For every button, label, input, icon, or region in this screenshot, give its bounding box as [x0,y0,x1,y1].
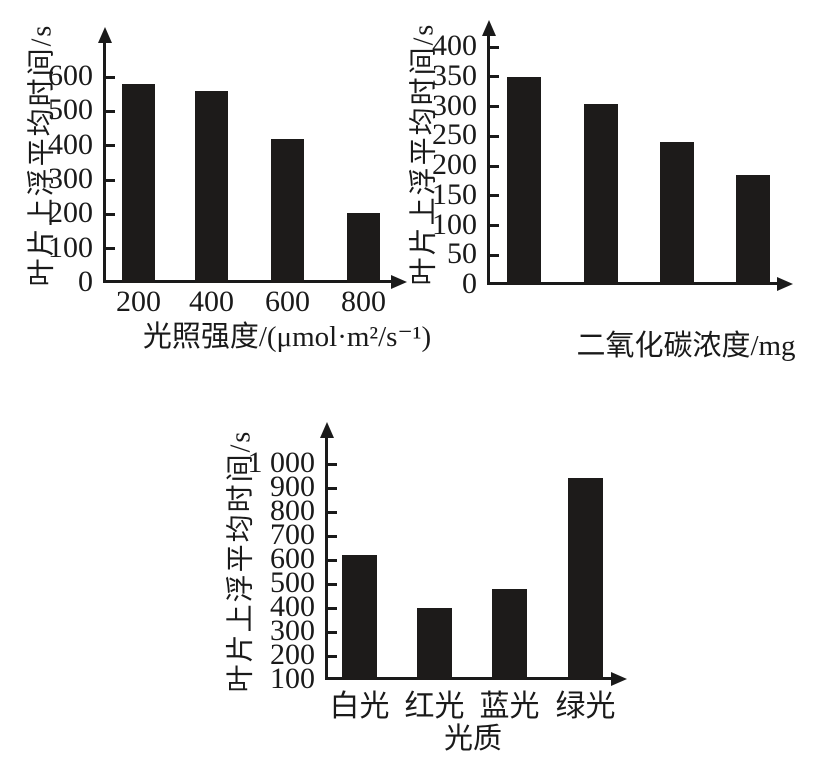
bar [492,588,527,680]
y-tick-mark [328,606,337,610]
y-tick-label: 100 [48,230,93,264]
y-tick-label: 900 [270,469,315,503]
y-tick-label: 800 [270,493,315,527]
bar [347,212,380,283]
y-tick-mark [106,247,115,251]
x-category-label: 绿光 [555,690,616,723]
x-axis-title: 二氧化碳浓度/mg [576,330,796,362]
y-tick-label: 200 [270,637,315,671]
bar [122,83,155,283]
y-tick-label: 400 [48,127,93,161]
y-tick-label: 1 000 [247,445,316,479]
y-tick-label: 50 [447,237,477,271]
bar [568,478,603,680]
y-axis-arrow-icon [319,422,334,438]
bar [271,138,304,283]
y-tick-mark [328,630,337,634]
y-tick-label: 500 [48,93,93,127]
y-tick-mark [490,164,499,168]
x-axis-title: 光照强度/(μmol·m²/s⁻¹) [142,321,432,353]
y-tick-mark [490,194,499,198]
y-tick-mark [328,582,337,586]
bar [584,103,618,285]
y-tick-mark [490,105,499,108]
bar [342,555,377,680]
y-tick-mark [106,144,115,148]
plot-area: 100 200 300 400 500 600 700 800 900 1 000 白光 红光 蓝光 绿光 [248,422,627,722]
y-tick-mark [490,253,499,257]
y-axis-arrow-icon [481,20,496,36]
y-tick-mark [328,462,337,466]
y-tick-mark [328,654,337,658]
x-category-label: 蓝光 [479,690,540,723]
y-tick-label: 300 [270,613,315,647]
y-tick-label: 400 [270,589,315,623]
y-tick-label: 0 [78,264,93,298]
y-tick-mark [106,212,115,216]
x-axis-line [103,280,394,283]
bar [736,174,770,285]
y-tick-label: 700 [270,517,315,551]
x-axis-arrow-icon [611,671,627,686]
y-axis-line [487,35,490,285]
x-axis-title: 光质 [443,723,502,755]
x-category-label: 红光 [404,690,465,723]
y-tick-label: 400 [432,28,477,62]
y-tick-mark [106,178,115,182]
y-tick-mark [106,109,115,113]
y-tick-label: 100 [432,207,477,241]
y-tick-mark [328,510,337,514]
y-axis-line [103,42,106,283]
y-tick-label: 300 [432,88,477,122]
y-tick-mark [490,224,499,227]
x-category-label: 400 [189,285,234,318]
x-axis-line [325,677,614,680]
plot-area: 0 100 200 300 400 500 600 200 400 600 800 [48,27,407,317]
x-axis-arrow-icon [391,274,407,289]
y-tick-label: 200 [48,196,93,230]
bar [417,608,452,680]
bar [195,90,228,283]
bar [507,76,541,285]
y-axis-arrow-icon [97,27,112,43]
y-tick-mark [328,558,337,562]
plot-area: 0 50 100 150 200 250 300 350 400 [432,20,793,298]
x-category-label: 200 [116,285,161,318]
x-category-label: 800 [341,285,386,318]
x-axis-arrow-icon [777,276,793,291]
y-tick-mark [328,534,337,538]
y-tick-label: 350 [432,58,477,92]
y-tick-label: 300 [48,161,93,195]
y-tick-mark [490,134,499,138]
y-tick-label: 200 [432,147,477,181]
y-tick-label: 500 [270,565,315,599]
y-tick-mark [328,486,337,490]
y-axis-line [325,437,328,680]
y-tick-mark [490,75,499,79]
y-tick-label: 150 [432,177,477,211]
x-category-label: 白光 [329,690,390,723]
y-tick-mark [106,75,115,79]
bar [660,142,694,285]
y-tick-label: 600 [48,58,93,92]
x-category-label: 600 [265,285,310,318]
y-tick-label: 0 [462,266,477,300]
x-axis-line [487,282,780,285]
y-tick-label: 250 [432,118,477,152]
y-tick-label: 100 [270,661,315,695]
y-tick-mark [490,45,499,49]
y-tick-label: 600 [270,541,315,575]
